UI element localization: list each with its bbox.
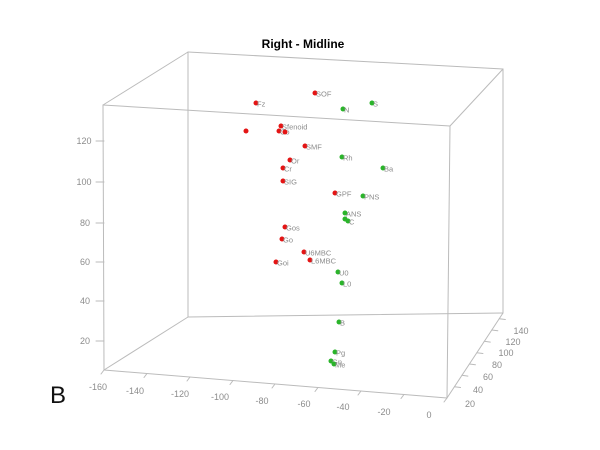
data-point-label-rh: Rh <box>343 153 353 162</box>
y-axis-tick-label: 120 <box>505 337 521 347</box>
data-point-label-ba: Ba <box>384 164 394 173</box>
data-point-label-or: Or <box>291 156 300 165</box>
x-axis-tick-label: -80 <box>255 396 269 406</box>
data-point-dot-gpf <box>332 190 338 196</box>
data-point-dot-goi <box>273 259 279 265</box>
data-point-dot-sfenoid <box>278 123 284 129</box>
data-point-label-fz: Fz <box>257 99 266 108</box>
data-point-dot-l6mbc <box>307 257 313 263</box>
data-point-dot-ba <box>380 165 386 171</box>
data-point-dot-u0 <box>335 269 341 275</box>
data-point-label-l6mbc: L6MBC <box>311 256 337 265</box>
data-point-dot-unlabeled <box>282 129 288 135</box>
z-axis-tick-label: 80 <box>79 218 91 228</box>
y-axis-tick-label: 100 <box>498 348 514 358</box>
data-point-label-sig: SIG <box>284 177 297 186</box>
data-point-label-sof: SOF <box>316 89 332 98</box>
data-point-dot-u6mbc <box>301 249 307 255</box>
data-point-dot-s <box>369 100 375 106</box>
data-point-dot-co <box>276 128 282 134</box>
data-point-dot-sig <box>280 178 286 184</box>
data-point-label-n: N <box>344 105 350 114</box>
data-point-label-b: B <box>340 318 346 327</box>
x-axis-tick-label: -20 <box>377 407 391 417</box>
data-point-label-cr: Cr <box>284 164 292 173</box>
data-point-label-c: C <box>349 217 355 226</box>
data-point-dot-rh <box>339 154 345 160</box>
data-point-label-u6mbc: U6MBC <box>305 248 332 257</box>
z-axis-tick-label: 120 <box>76 136 92 146</box>
x-axis-tick-label: -40 <box>336 402 350 412</box>
data-point-label-gpf: GPF <box>336 189 352 198</box>
z-axis-tick-label: 20 <box>79 336 91 346</box>
chart-title: Right - Midline <box>261 37 345 51</box>
y-axis-tick-label: 140 <box>513 326 529 336</box>
y-axis-tick-label: 20 <box>464 399 476 409</box>
y-axis-tick-label: 60 <box>482 372 494 382</box>
x-axis-tick-label: -120 <box>170 389 190 399</box>
x-axis-tick-label: -60 <box>297 399 311 409</box>
data-point-dot-pg <box>332 349 338 355</box>
x-axis-tick-label: -140 <box>125 386 145 396</box>
data-point-label-sfenoid: Sfenoid <box>282 122 308 131</box>
y-axis-tick-label: 80 <box>491 360 503 370</box>
z-axis-tick-label: 60 <box>79 257 91 267</box>
y-axis-tick-label: 40 <box>472 385 484 395</box>
data-point-label-u0: U0 <box>339 268 349 277</box>
data-point-label-pns: PNS <box>364 192 380 201</box>
data-point-label-goi: Goi <box>277 258 289 267</box>
data-point-dot-fz <box>253 100 259 106</box>
data-point-dot-c <box>345 218 351 224</box>
data-point-label-ans: ANS <box>346 209 362 218</box>
data-point-label-me: Me <box>335 360 346 369</box>
data-point-dot-gos <box>282 224 288 230</box>
z-axis-tick-label: 100 <box>76 177 92 187</box>
data-point-label-gos: Gos <box>286 223 300 232</box>
data-point-dot-b <box>336 319 342 325</box>
data-point-dot-go <box>279 236 285 242</box>
data-point-dot-sof <box>312 90 318 96</box>
data-point-label-l0: L0 <box>343 279 352 288</box>
x-axis-tick-label: -160 <box>88 382 108 392</box>
data-point-label-go: Go <box>283 235 294 244</box>
data-point-label-smf: SMF <box>306 142 322 151</box>
data-point-dot-gn <box>328 358 334 364</box>
data-point-dot-unlabeled <box>243 128 249 134</box>
data-point-dot-n <box>340 106 346 112</box>
data-point-dot-cr <box>280 165 286 171</box>
data-point-dot-pns <box>360 193 366 199</box>
data-point-label-s: S <box>373 99 379 108</box>
data-point-label-pg: Pg <box>336 348 346 357</box>
data-point-dot-me <box>331 361 337 367</box>
data-point-dot-or <box>287 157 293 163</box>
data-point-dot-unlabeled <box>342 216 348 222</box>
data-point-dot-ans <box>342 210 348 216</box>
x-axis-tick-label: 0 <box>426 410 432 420</box>
data-point-label-gn: Gn <box>332 357 343 366</box>
panel-label: B <box>50 382 67 409</box>
data-point-dot-smf <box>302 143 308 149</box>
x-axis-tick-label: -100 <box>210 392 230 402</box>
data-point-dot-l0 <box>339 280 345 286</box>
z-axis-tick-label: 40 <box>79 296 91 306</box>
